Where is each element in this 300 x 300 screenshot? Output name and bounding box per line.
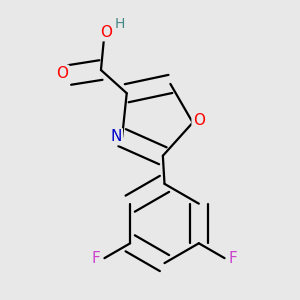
Text: N: N [110,129,122,144]
Text: O: O [100,25,112,40]
Text: F: F [92,251,100,266]
Text: O: O [193,113,205,128]
Text: F: F [228,251,237,266]
Text: O: O [56,66,68,81]
Text: H: H [115,17,125,32]
